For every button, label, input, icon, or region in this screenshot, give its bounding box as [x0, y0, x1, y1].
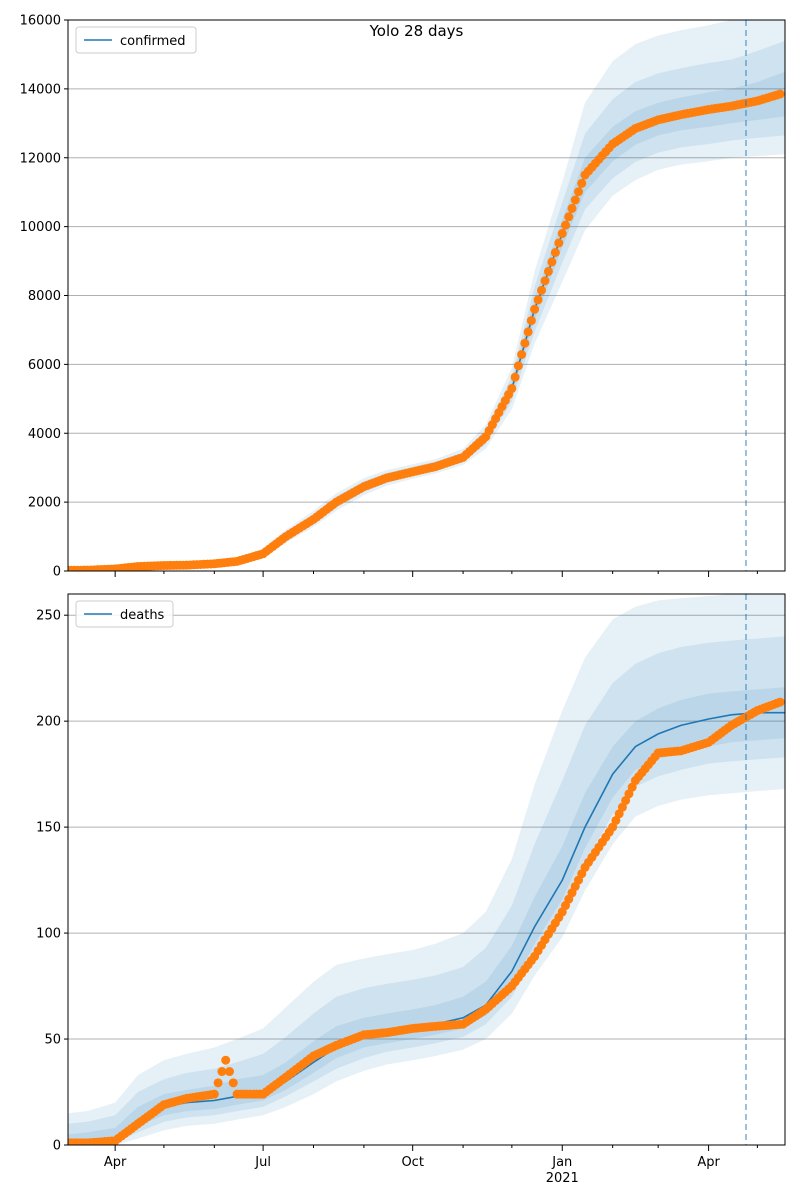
- observed-point: [567, 203, 577, 213]
- observed-point: [627, 782, 637, 792]
- y-tick-label: 150: [36, 821, 61, 836]
- y-tick-label: 100: [36, 927, 61, 942]
- observed-point: [775, 89, 785, 99]
- y-tick-label: 16000: [20, 14, 61, 29]
- uncertainty-band: [68, 71, 785, 571]
- observed-point: [547, 257, 557, 267]
- observed-point: [510, 372, 520, 382]
- chart-title: Yolo 28 days: [369, 22, 464, 40]
- observed-point: [614, 809, 624, 819]
- legend-label: deaths: [120, 608, 165, 623]
- uncertainty-band: [68, 40, 785, 571]
- y-tick-label: 14000: [20, 82, 61, 97]
- observed-point: [775, 697, 785, 707]
- observed-point: [611, 815, 621, 825]
- axes-frame: [67, 593, 786, 1146]
- y-tick-label: 0: [53, 565, 61, 580]
- observed-point: [621, 795, 631, 805]
- plot-area: [68, 20, 785, 571]
- observed-point: [557, 229, 567, 239]
- y-tick-label: 200: [36, 715, 61, 730]
- x-tick-label: Apr: [697, 1155, 720, 1170]
- observed-point: [540, 276, 550, 286]
- plot-area: [68, 594, 785, 1145]
- observed-point: [574, 187, 584, 197]
- y-tick-label: 4000: [28, 427, 61, 442]
- observed-point: [608, 822, 618, 832]
- deaths-panel: 0 50 100 150 200 250 Apr Jul Oct Jan Apr 2021 deaths: [36, 593, 786, 1186]
- observed-point: [530, 304, 540, 314]
- legend-box: [75, 600, 174, 628]
- y-tick-label: 50: [44, 1033, 61, 1048]
- observed-point: [624, 789, 634, 799]
- y-tick-label: 12000: [20, 151, 61, 166]
- y-tick-label: 2000: [28, 496, 61, 511]
- observed-point: [570, 195, 580, 205]
- x-tick-label: Apr: [104, 1155, 127, 1170]
- y-tick-label: 8000: [28, 289, 61, 304]
- observed-point: [537, 285, 547, 295]
- x-tick-label: Jan: [551, 1155, 572, 1170]
- observed-point: [228, 1078, 238, 1088]
- observed-point: [507, 383, 517, 393]
- legend-box: [75, 26, 197, 54]
- confirmed-panel: 0 2000 4000 6000 8000 10000 12000 14000 16000 con…: [20, 14, 786, 580]
- uncertainty-band: [68, 636, 785, 1145]
- observed-point: [617, 802, 627, 812]
- observed-point: [550, 247, 560, 257]
- uncertainty-band: [68, 594, 785, 1145]
- series-line-confirmed: [68, 93, 785, 571]
- uncertainty-band: [68, 687, 785, 1145]
- observed-point: [213, 1078, 223, 1088]
- x-tick-label: Oct: [401, 1155, 423, 1170]
- observed-point: [533, 295, 543, 305]
- observed-point: [523, 327, 533, 337]
- y-tick-label: 0: [53, 1139, 61, 1154]
- y-tick-label: 250: [36, 609, 61, 624]
- y-tick-label: 10000: [20, 220, 61, 235]
- observed-point: [217, 1067, 227, 1077]
- observed-point: [517, 350, 527, 360]
- observed-point: [513, 361, 523, 371]
- observed-point: [554, 238, 564, 248]
- observed-point: [221, 1055, 231, 1065]
- observed-point: [564, 212, 574, 222]
- observed-point: [561, 220, 571, 230]
- y-tick-label: 6000: [28, 358, 61, 373]
- x-tick-year-label: 2021: [546, 1171, 579, 1186]
- observed-point: [526, 316, 536, 326]
- x-tick-label: Jul: [254, 1155, 271, 1170]
- observed-point: [225, 1067, 235, 1077]
- observed-point: [209, 1089, 219, 1099]
- legend-label: confirmed: [120, 34, 186, 49]
- observed-point: [520, 338, 530, 348]
- observed-point: [543, 266, 553, 276]
- observed-point: [577, 178, 587, 188]
